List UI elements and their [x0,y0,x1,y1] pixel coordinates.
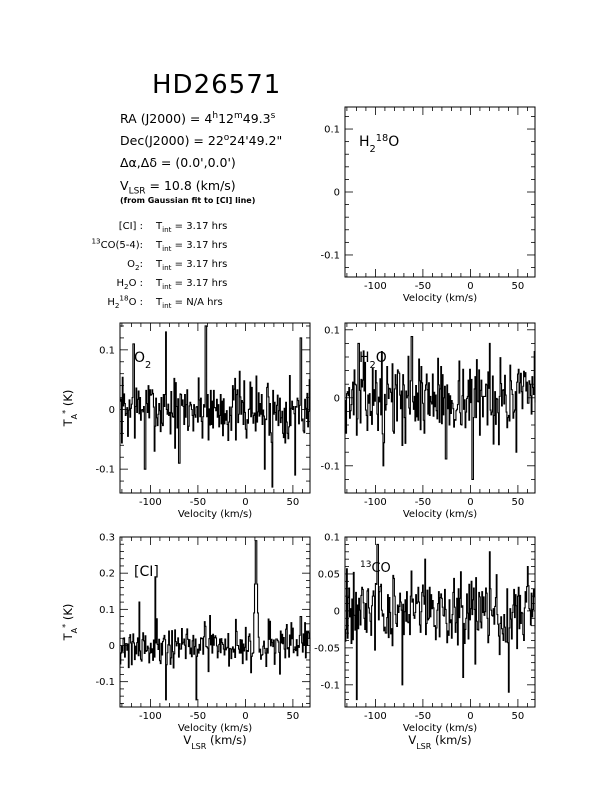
y-tick-label: 0.1 [99,345,115,356]
vlsr-note: (from Gaussian fit to [CI] line) [120,196,256,205]
integration-line-label: H218O : [107,293,143,310]
vlsr-value: = 10.8 (km/s) [145,178,236,193]
line-label: H218O [359,133,399,155]
dec-line: Dec(J2000) = 22o24'49.2" [120,133,282,148]
x-tick-label: 50 [512,281,525,292]
plot-frame [119,536,311,708]
x-tick-label: -50 [190,711,206,722]
y-tick-label: 0 [109,641,115,652]
vlsr-line: VLSR = 10.8 (km/s) [120,178,236,197]
x-tick-label: 0 [242,711,248,722]
plot-frame [344,322,536,494]
y-tick-label: 0.1 [324,533,340,544]
ra-line: RA (J2000) = 4h12m49.3s [120,111,275,126]
integration-time: Tint = N/A hrs [156,297,223,310]
y-tick-label: 0.1 [324,325,340,336]
page-title: HD26571 [152,70,282,100]
integration-line-label: 13CO(5-4): [91,236,143,251]
x-tick-label: -50 [415,497,431,508]
y-tick-label: 0 [334,606,340,617]
x-axis-label: Velocity (km/s) [403,293,477,304]
y-tick-label: -0.1 [95,465,115,476]
x-tick-label: -100 [364,281,387,292]
y-tick-label: 0 [334,393,340,404]
y-tick-label: -0.05 [314,643,340,654]
ra-value: 4h12m49.3s [204,110,276,126]
panel-o2: -100 -50 0 50 -0.1 0 0.1 Velocity (km/s) TA* (K)… [61,322,311,520]
x-tick-label: -50 [415,281,431,292]
integration-line-label: O2: [127,259,143,272]
integration-time: Tint = 3.17 hrs [156,240,228,253]
integration-time: Tint = 3.17 hrs [156,221,228,234]
x-axis-label: Velocity (km/s) [178,509,252,520]
integration-time: Tint = 3.17 hrs [156,278,228,291]
panel-13co: -100 -50 0 50 -0.1 -0.05 0 0.05 0.1 Velocity (km/… [314,533,536,751]
x-tick-label: -100 [139,497,162,508]
x-tick-label: 50 [512,711,525,722]
x-axis-label-vlsr: VLSR (km/s) [183,733,246,751]
dec-value: 22o24'49.2" [207,132,283,148]
integration-time: Tint = 3.17 hrs [156,259,228,272]
x-tick-label: -50 [190,497,206,508]
y-tick-label: 0 [334,188,340,199]
line-label: 13CO [360,560,391,576]
x-axis-label: Velocity (km/s) [178,723,252,734]
x-tick-label: -100 [364,711,387,722]
y-tick-label: 0.3 [99,533,115,544]
y-tick-label: 0.2 [99,569,115,580]
dec-label: Dec(J2000) = [120,133,204,148]
y-tick-label: -0.1 [320,461,340,472]
y-tick-label: -0.1 [320,250,340,261]
spectrum-line [120,540,311,701]
line-label: O2 [134,350,151,371]
panel-ci: -100 -50 0 50 -0.1 0 0.1 0.2 0.3 Velocity (km/s)V… [61,533,311,751]
x-tick-label: 0 [242,497,248,508]
offset-line: Δα,Δδ = (0.0',0.0') [120,155,236,170]
x-axis-label: Velocity (km/s) [403,509,477,520]
x-tick-label: 0 [467,711,473,722]
y-tick-label: 0.05 [318,569,340,580]
x-tick-label: 50 [287,711,300,722]
integration-line-label: H2O : [116,278,143,291]
y-axis-label: TA* (K) [61,604,79,642]
panel-h2-18o: -100 -50 0 50 -0.1 0 0.1 Velocity (km/s) H218O [320,106,536,304]
x-tick-label: -100 [364,497,387,508]
spectrum-line [345,336,536,480]
x-axis-label: Velocity (km/s) [403,723,477,734]
y-axis-label: TA* (K) [61,390,79,428]
offset-label: Δα,Δδ = [120,155,172,170]
y-tick-label: 0 [109,405,115,416]
y-tick-label: 0.1 [324,125,340,136]
source-info-panel: HD26571 RA (J2000) = 4h12m49.3s Dec(J200… [0,0,330,320]
ra-label: RA (J2000) = [120,111,201,126]
offset-value: (0.0',0.0') [175,155,236,170]
line-label: [CI] [134,564,159,580]
spectrum-line [120,325,311,488]
x-axis-label-vlsr: VLSR (km/s) [408,733,471,751]
x-tick-label: 0 [467,281,473,292]
x-tick-label: -50 [415,711,431,722]
x-tick-label: 50 [287,497,300,508]
x-tick-label: -100 [139,711,162,722]
y-tick-label: -0.1 [95,677,115,688]
y-tick-label: -0.1 [320,680,340,691]
vlsr-label: VLSR [120,178,146,197]
y-tick-label: 0.1 [99,605,115,616]
integration-line-label: [CI] : [118,221,143,232]
x-tick-label: 50 [512,497,525,508]
x-tick-label: 0 [467,497,473,508]
plot-frame [344,106,536,278]
spectrum-line [345,543,536,701]
